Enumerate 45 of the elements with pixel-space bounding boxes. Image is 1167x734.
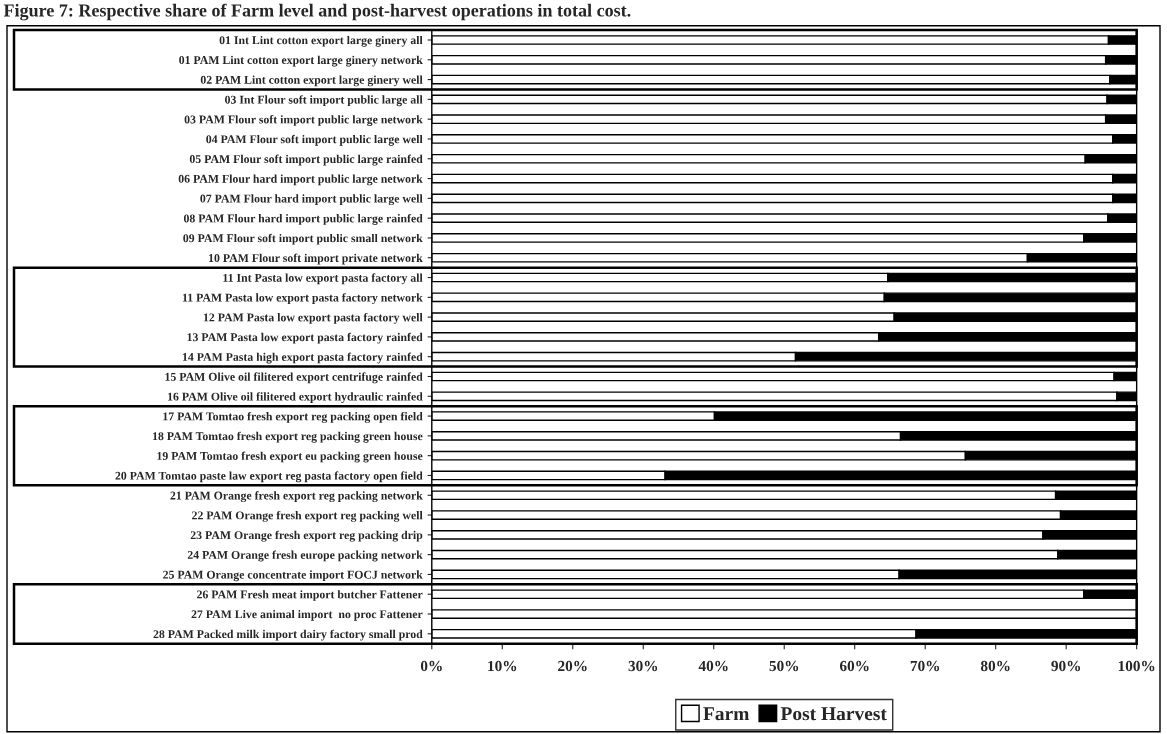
y-tick-label: 23 PAM Orange fresh export reg packing drip xyxy=(190,530,423,542)
y-tick-label: 18 PAM Tomtao fresh export reg packing green house xyxy=(153,431,423,443)
y-tick-label: 01 Int Lint cotton export large ginery all xyxy=(219,35,423,47)
x-tick-label: 10% xyxy=(488,660,517,672)
y-tick-label: 11 Int Pasta low export pasta factory all xyxy=(223,273,423,285)
y-tick-label: 04 PAM Flour soft import public large well xyxy=(206,134,423,146)
y-tick-label: 14 PAM Pasta high export pasta factory rainfed xyxy=(182,352,423,364)
x-tick-label: 20% xyxy=(558,660,587,672)
chart-title: Figure 7: Respective share of Farm level and post-harvest operations in total cost. xyxy=(3,3,631,21)
x-tick-label: 30% xyxy=(628,660,658,672)
y-tick-label: 07 PAM Flour hard import public large well xyxy=(200,194,423,206)
y-tick-label: 26 PAM Fresh meat import butcher Fattener xyxy=(197,590,423,601)
y-tick-label: 21 PAM Orange fresh export reg packing network xyxy=(170,491,423,503)
y-tick-label: 11 PAM Pasta low export pasta factory network xyxy=(182,293,423,305)
y-tick-label: 22 PAM Orange fresh export reg packing well xyxy=(192,510,423,522)
legend-label: Farm xyxy=(703,707,750,721)
y-tick-label: 24 PAM Orange fresh europe packing network xyxy=(187,550,423,562)
y-tick-label: 19 PAM Tomtao fresh export eu packing green house xyxy=(157,451,423,463)
y-tick-label: 13 PAM Pasta low export pasta factory rainfed xyxy=(187,332,423,344)
x-tick-label: 70% xyxy=(910,660,940,672)
y-tick-label: 27 PAM Live animal import no proc Fattener xyxy=(191,609,423,621)
y-tick-label: 12 PAM Pasta low export pasta factory well xyxy=(203,312,423,324)
x-tick-label: 0% xyxy=(420,660,442,672)
y-tick-label: 20 PAM Tomtao paste law export reg pasta factory open field xyxy=(115,471,423,483)
x-tick-label: 50% xyxy=(769,660,799,672)
x-tick-label: 90% xyxy=(1051,660,1081,672)
y-tick-label: 03 PAM Flour soft import public large network xyxy=(184,115,423,126)
x-tick-label: 60% xyxy=(839,660,869,672)
y-tick-label: 16 PAM Olive oil filitered export hydraulic rainfed xyxy=(168,392,423,403)
legend-label: Post Harvest xyxy=(780,707,887,721)
y-tick-label: 05 PAM Flour soft import public large rainfed xyxy=(189,154,423,166)
x-tick-label: 40% xyxy=(698,660,728,672)
y-tick-label: 25 PAM Orange concentrate import FOCJ network xyxy=(163,570,423,582)
y-tick-label: 15 PAM Olive oil filitered export centrifuge rainfed xyxy=(165,372,423,384)
y-tick-label: 01 PAM Lint cotton export large ginery network xyxy=(179,55,423,67)
y-tick-label: 08 PAM Flour hard import public large rainfed xyxy=(183,213,423,225)
y-tick-label: 06 PAM Flour hard import public large network xyxy=(178,174,423,186)
x-tick-label: 80% xyxy=(980,660,1010,672)
y-tick-label: 17 PAM Tomtao fresh export reg packing open field xyxy=(163,411,423,423)
y-tick-label: 03 Int Flour soft import public large all xyxy=(225,95,423,107)
y-tick-label: 28 PAM Packed milk import dairy factory small prod xyxy=(153,629,423,641)
y-tick-label: 10 PAM Flour soft import private network xyxy=(209,253,423,265)
y-tick-label: 09 PAM Flour soft import public small network xyxy=(183,233,423,245)
x-tick-label: 100% xyxy=(1118,660,1155,672)
y-tick-label: 02 PAM Lint cotton export large ginery well xyxy=(200,75,423,87)
